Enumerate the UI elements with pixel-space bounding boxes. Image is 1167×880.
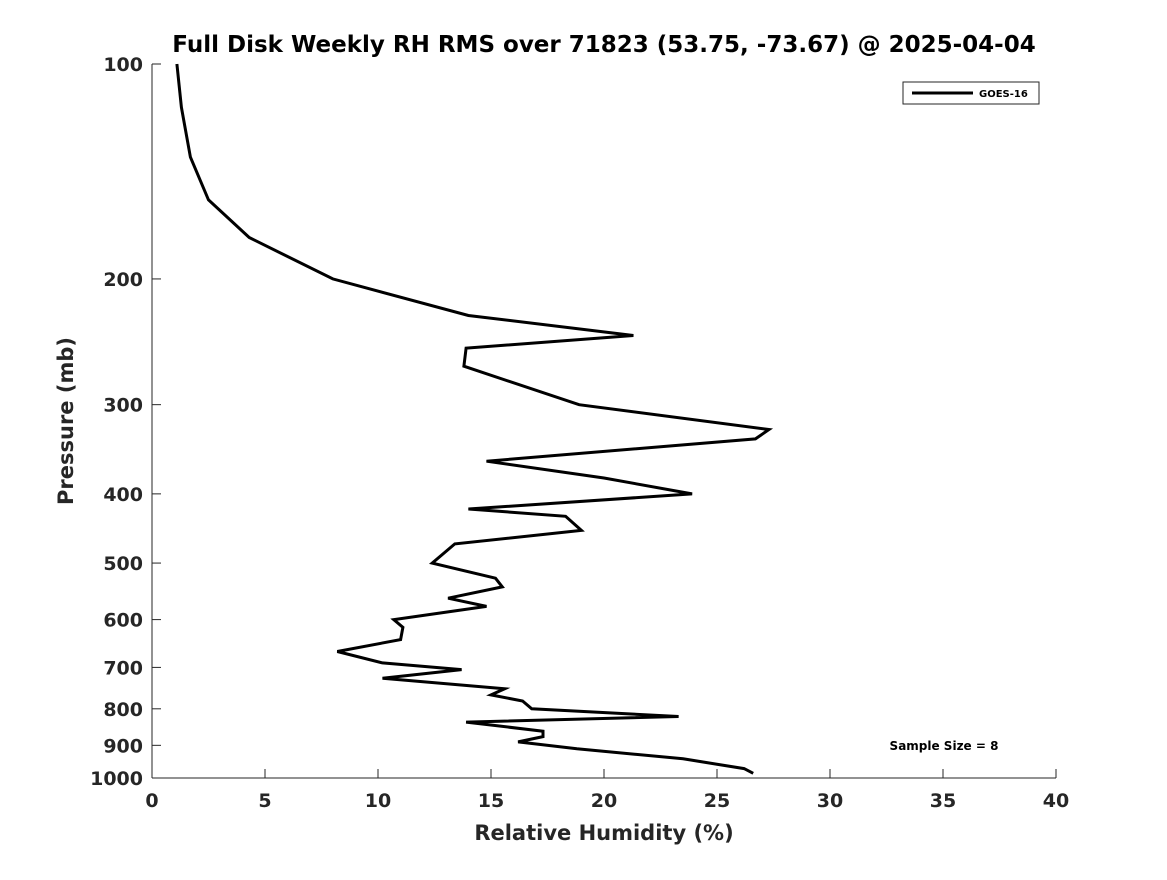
y-tick-label: 400 (103, 484, 143, 506)
axes: 0 5 10 15 20 25 30 35 40 100 200 300 400 500 600 700 800… (90, 54, 1069, 812)
x-tick-label: 20 (591, 790, 617, 812)
legend-entry-label: GOES-16 (979, 89, 1028, 100)
legend: GOES-16 (902, 81, 1040, 105)
y-tick-label: 1000 (90, 768, 143, 790)
series-line-goes-16 (175, 63, 774, 775)
chart-title: Full Disk Weekly RH RMS over 71823 (53.7… (172, 32, 1035, 58)
y-tick-label: 600 (103, 610, 143, 632)
y-tick-label: 300 (103, 395, 143, 417)
y-tick-label: 100 (103, 54, 143, 76)
x-tick-label: 0 (145, 790, 158, 812)
y-axis-label: Pressure (mb) (54, 337, 78, 505)
x-tick-label: 10 (365, 790, 391, 812)
y-tick-label: 200 (103, 269, 143, 291)
x-tick-label: 35 (930, 790, 956, 812)
x-axis-label: Relative Humidity (%) (474, 821, 733, 845)
sample-size-annotation: Sample Size = 8 (890, 739, 999, 753)
x-tick-label: 30 (817, 790, 843, 812)
x-tick-label: 40 (1043, 790, 1069, 812)
y-tick-label: 500 (103, 553, 143, 575)
series-group (175, 63, 774, 775)
x-tick-label: 25 (704, 790, 730, 812)
y-tick-label: 800 (103, 699, 143, 721)
x-tick-label: 15 (478, 790, 504, 812)
y-tick-label: 700 (103, 657, 143, 679)
y-tick-label: 900 (103, 735, 143, 757)
x-tick-label: 5 (258, 790, 271, 812)
